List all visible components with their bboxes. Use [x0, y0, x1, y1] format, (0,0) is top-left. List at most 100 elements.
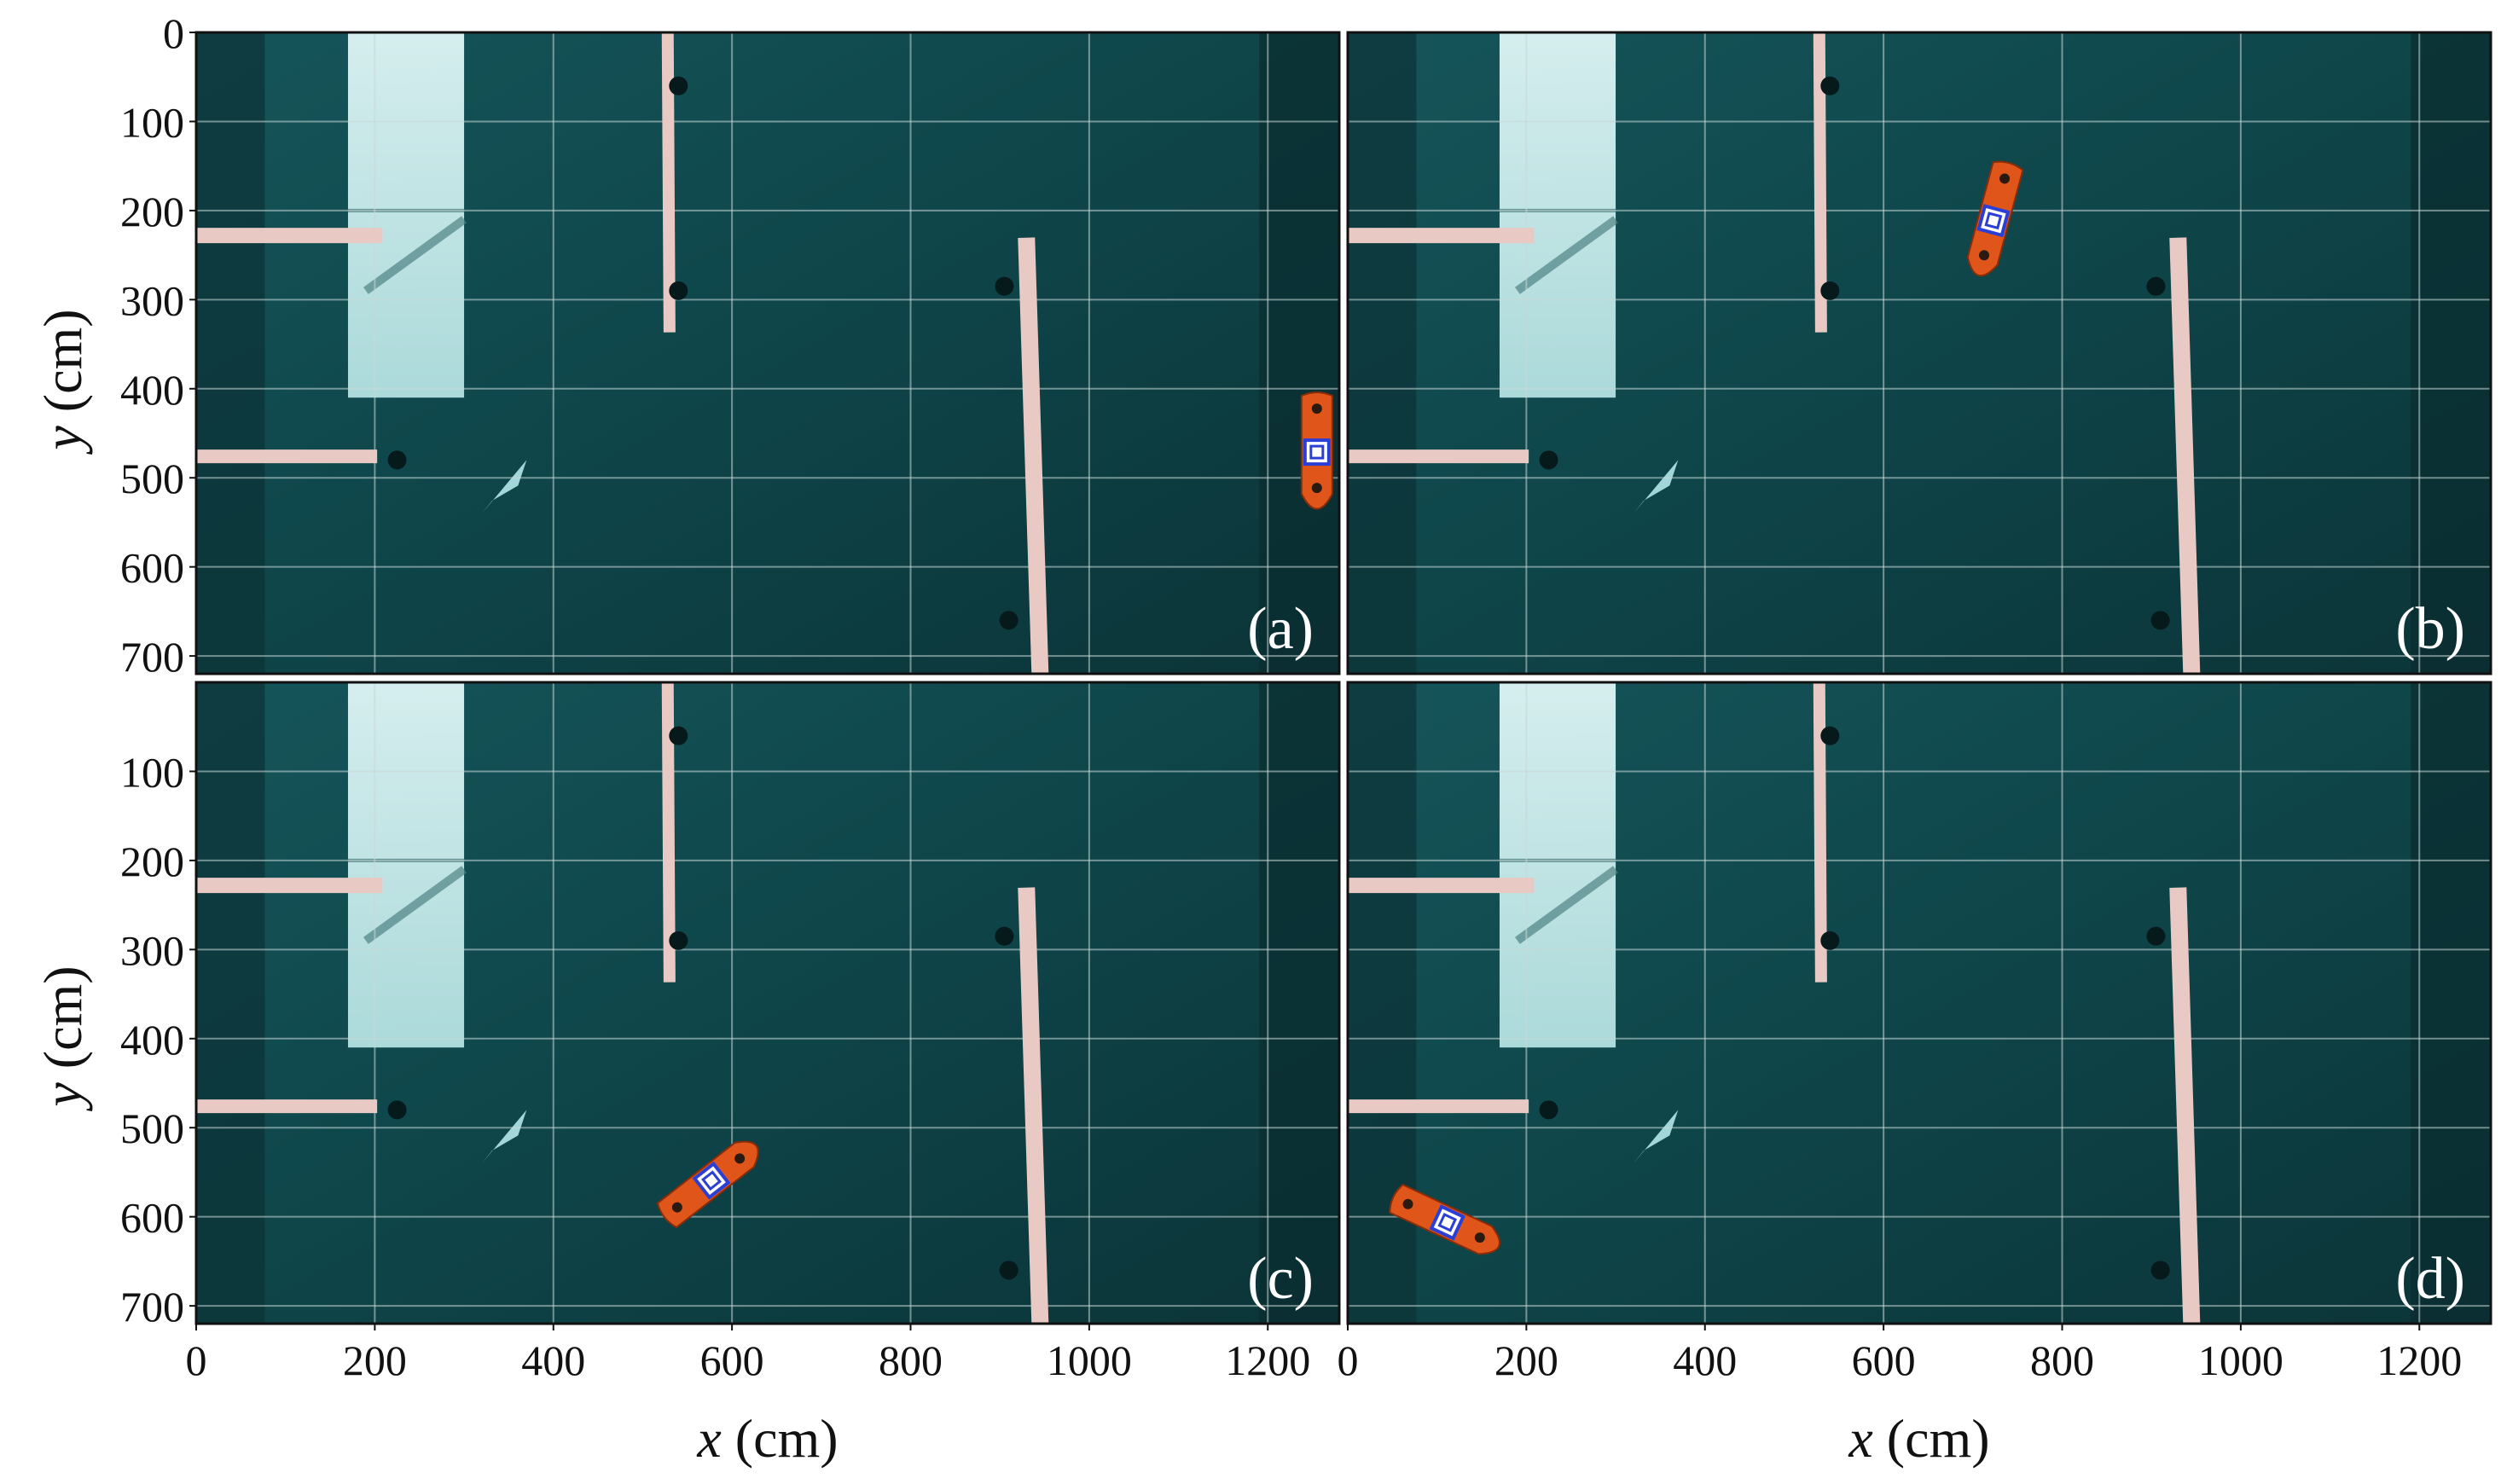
- buoy: [995, 926, 1014, 946]
- vessel: [1300, 391, 1333, 510]
- tank-wall: [1259, 32, 1339, 674]
- buoy: [1820, 76, 1840, 96]
- buoy: [669, 726, 688, 745]
- buoy: [2146, 276, 2166, 296]
- y-tick-label: 600: [120, 544, 184, 592]
- buoy: [1820, 726, 1840, 745]
- y-tick-label: 700: [120, 633, 184, 681]
- pier-beam: [1018, 887, 1049, 1324]
- y-axis-ticks: 0 100 200 300 400 500 600 700 100 200 300 400 500 600…: [120, 9, 196, 1330]
- vessel-sensor: [1311, 403, 1322, 414]
- panel-a: (a): [194, 31, 1341, 675]
- vessel-marker: [1303, 438, 1331, 467]
- x-axis-label-left: x (cm): [696, 1408, 838, 1469]
- panel-content: [1348, 32, 2491, 674]
- buoy: [2150, 1261, 2170, 1280]
- vessel: [656, 1140, 759, 1229]
- y-tick-label: 0: [163, 9, 184, 57]
- buoy: [1820, 930, 1840, 950]
- vessel: [1966, 160, 2024, 277]
- shadow-beam: [363, 216, 467, 294]
- buoy: [2146, 926, 2166, 946]
- x-axis-label-right: x (cm): [1848, 1408, 1989, 1469]
- light-reflection: [1499, 682, 1616, 1048]
- vessel: [1389, 1183, 1500, 1255]
- buoy: [387, 450, 407, 470]
- buoy: [1820, 281, 1840, 300]
- panel-c: (c): [194, 681, 1341, 1325]
- panel-content: [196, 682, 1339, 1324]
- x-tick-label: 0: [1338, 1336, 1359, 1384]
- x-tick-label: 800: [2030, 1336, 2094, 1384]
- light-reflection: [347, 32, 465, 398]
- x-tick-label: 1200: [2376, 1336, 2462, 1384]
- vessel-sensor: [1979, 250, 1990, 261]
- y-tick-label: 500: [120, 1104, 184, 1152]
- x-tick-label: 400: [1673, 1336, 1737, 1384]
- y-tick-label: 700: [120, 1283, 184, 1330]
- panel-border: [194, 31, 1341, 675]
- y-axis-label-top: y (cm): [32, 309, 93, 455]
- light-reflection: [1499, 32, 1616, 398]
- panel-label: (c): [1247, 1246, 1314, 1312]
- tank-wall: [1348, 682, 1417, 1324]
- y-tick-label: 300: [120, 276, 184, 324]
- panel-d: (d): [1346, 681, 2492, 1325]
- pier-beam: [661, 682, 676, 983]
- buoy: [999, 611, 1018, 630]
- panel-b: (b): [1346, 31, 2492, 675]
- y-tick-label: 400: [120, 1016, 184, 1064]
- vessel-sensor: [1474, 1232, 1485, 1243]
- tank-wall: [196, 682, 265, 1324]
- light-spot: [482, 1110, 527, 1163]
- vessel-marker-inner: [1437, 1213, 1458, 1232]
- light-reflection: [347, 682, 465, 1048]
- y-tick-label: 500: [120, 455, 184, 502]
- vessel-marker-inner: [1309, 444, 1325, 460]
- x-tick-label: 600: [700, 1336, 764, 1384]
- panel-border: [194, 681, 1341, 1325]
- pier-beam: [661, 32, 676, 333]
- tank-wall: [2411, 32, 2491, 674]
- vessel-sensor: [734, 1153, 746, 1164]
- tank-wall: [1259, 682, 1339, 1324]
- y-tick-label: 400: [120, 366, 184, 414]
- x-tick-label: 600: [1852, 1336, 1916, 1384]
- buoy: [999, 1261, 1018, 1280]
- light-spot: [1634, 460, 1679, 513]
- shadow-beam: [1514, 866, 1618, 944]
- buoy: [669, 281, 688, 300]
- light-spot: [1634, 1110, 1679, 1163]
- y-tick-label: 100: [120, 98, 184, 146]
- x-tick-label: 800: [879, 1336, 943, 1384]
- buoy: [669, 930, 688, 950]
- light-spot: [482, 460, 527, 513]
- x-tick-label: 0: [186, 1336, 207, 1384]
- vessel-marker-inner: [701, 1170, 722, 1191]
- buoy: [669, 76, 688, 96]
- pier-beam: [2169, 887, 2201, 1324]
- panel-content: [1348, 682, 2491, 1324]
- y-tick-label: 600: [120, 1194, 184, 1242]
- pier-beam: [1018, 237, 1049, 674]
- x-tick-label: 200: [343, 1336, 407, 1384]
- panel-label: (b): [2395, 596, 2465, 662]
- panel-border: [1346, 681, 2492, 1325]
- buoy: [387, 1100, 407, 1120]
- vessel-sensor: [1402, 1198, 1413, 1209]
- x-tick-label: 200: [1494, 1336, 1558, 1384]
- shadow-beam: [1514, 216, 1618, 294]
- y-tick-label: 200: [120, 188, 184, 235]
- panel-label: (d): [2395, 1246, 2465, 1312]
- vessel-marker: [692, 1161, 731, 1200]
- panel-content: [196, 32, 1339, 674]
- vessel-sensor: [671, 1202, 682, 1213]
- tank-wall: [196, 32, 265, 674]
- buoy: [995, 276, 1014, 296]
- buoy: [1539, 1100, 1558, 1120]
- y-tick-label: 300: [120, 926, 184, 974]
- x-tick-label: 1000: [2198, 1336, 2284, 1384]
- panel-label: (a): [1247, 596, 1314, 662]
- vessel-sensor: [1999, 173, 2011, 184]
